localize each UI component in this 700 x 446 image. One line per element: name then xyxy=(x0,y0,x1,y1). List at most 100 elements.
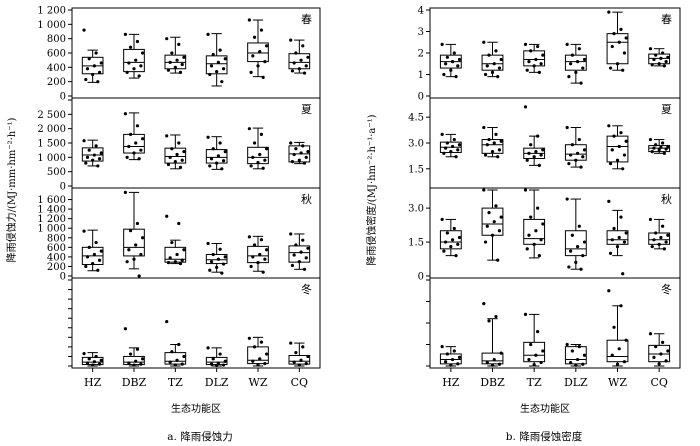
data-point xyxy=(440,42,444,47)
data-point xyxy=(297,158,301,162)
data-point xyxy=(529,143,533,147)
data-point xyxy=(304,256,308,260)
data-point xyxy=(537,254,541,258)
data-point xyxy=(252,141,257,145)
data-point xyxy=(175,252,179,257)
data-point xyxy=(440,132,444,136)
data-point xyxy=(442,151,446,155)
data-point xyxy=(251,359,255,363)
data-point xyxy=(581,66,585,70)
data-point xyxy=(499,139,503,143)
y-tick-label: 800 xyxy=(47,34,66,45)
data-point xyxy=(87,357,91,361)
data-point xyxy=(92,360,96,364)
data-point xyxy=(223,255,227,259)
data-point xyxy=(97,362,102,366)
data-point xyxy=(567,265,571,269)
data-point xyxy=(650,150,654,154)
data-point xyxy=(648,47,653,51)
data-point xyxy=(87,148,91,152)
data-point xyxy=(654,53,658,57)
data-point xyxy=(170,240,174,245)
data-point xyxy=(259,340,264,344)
panel-frame xyxy=(429,277,681,369)
season-label: 冬 xyxy=(661,282,672,296)
panel-frame xyxy=(429,187,681,279)
data-point xyxy=(607,199,611,203)
data-point xyxy=(263,362,267,366)
box xyxy=(606,339,629,363)
data-point xyxy=(527,60,531,64)
data-point xyxy=(490,233,495,237)
data-point xyxy=(608,162,613,166)
data-point xyxy=(82,28,86,32)
data-point xyxy=(306,150,310,154)
data-point xyxy=(166,162,171,167)
data-point xyxy=(289,232,293,236)
data-point xyxy=(607,289,611,293)
data-point xyxy=(137,274,141,278)
y-tick-label: 1 500 xyxy=(37,139,66,150)
box xyxy=(164,352,187,365)
data-point xyxy=(445,141,449,145)
data-point xyxy=(261,75,265,79)
data-point xyxy=(139,148,143,152)
data-point xyxy=(211,52,215,57)
data-point xyxy=(182,354,186,359)
data-point xyxy=(82,351,86,356)
data-point xyxy=(454,254,458,258)
data-point xyxy=(582,57,587,62)
data-point xyxy=(165,37,169,41)
data-point xyxy=(654,345,658,349)
data-point xyxy=(223,359,227,363)
season-label: 冬 xyxy=(301,282,312,296)
data-point xyxy=(492,62,496,66)
data-point xyxy=(96,164,100,168)
data-point xyxy=(91,261,95,266)
data-point xyxy=(208,268,212,272)
data-point xyxy=(247,336,251,340)
data-point xyxy=(218,247,222,251)
data-point xyxy=(490,70,495,74)
data-point xyxy=(442,72,446,77)
data-point xyxy=(99,151,103,155)
data-point xyxy=(539,153,543,157)
data-point xyxy=(485,360,489,365)
data-point xyxy=(482,40,486,44)
data-point xyxy=(485,143,489,147)
data-point xyxy=(445,231,449,235)
data-point xyxy=(523,42,528,47)
data-point xyxy=(661,141,665,145)
data-point xyxy=(97,157,102,161)
data-point xyxy=(289,341,293,345)
season-label: 春 xyxy=(301,13,312,26)
data-point xyxy=(304,155,308,159)
data-point xyxy=(497,362,502,366)
data-point xyxy=(582,353,587,357)
data-point xyxy=(294,351,298,355)
data-point xyxy=(539,238,543,242)
data-point xyxy=(170,147,174,151)
data-point xyxy=(449,68,453,72)
data-point xyxy=(532,363,536,367)
data-point xyxy=(539,62,543,66)
data-point xyxy=(652,146,656,150)
data-point xyxy=(99,358,103,362)
data-point xyxy=(534,229,538,233)
data-point xyxy=(216,257,220,261)
data-point xyxy=(251,54,255,58)
data-point xyxy=(499,57,503,62)
data-point xyxy=(539,360,543,365)
data-point xyxy=(216,60,220,64)
season-label: 夏 xyxy=(301,103,312,116)
data-point xyxy=(165,214,169,218)
data-point xyxy=(265,147,269,151)
data-point xyxy=(575,60,580,64)
data-point xyxy=(444,62,448,66)
category-label: DLZ xyxy=(564,376,588,389)
data-point xyxy=(177,42,181,47)
data-point xyxy=(492,220,496,224)
data-point xyxy=(84,264,88,269)
box xyxy=(205,55,228,75)
y-tick-label: 1 000 xyxy=(37,20,66,31)
